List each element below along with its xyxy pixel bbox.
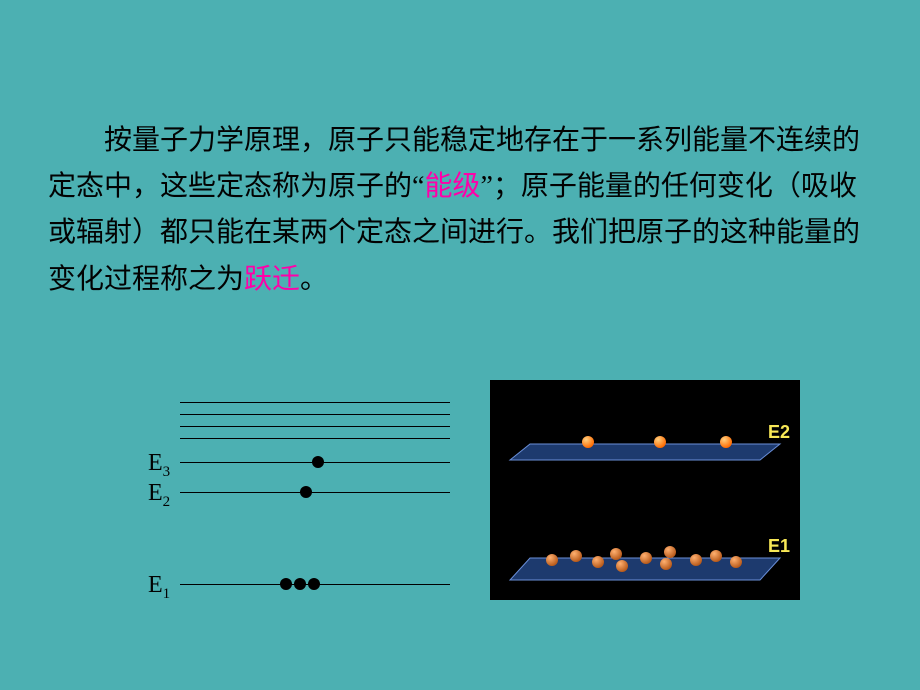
- lower-sphere: [592, 556, 604, 568]
- energy-dot: [280, 578, 292, 590]
- energy-line: [180, 492, 450, 493]
- lower-sphere: [730, 556, 742, 568]
- lower-sphere: [664, 546, 676, 558]
- energy-dot: [300, 486, 312, 498]
- energy-label-e2: E2: [148, 480, 170, 511]
- upper-label: E2: [768, 422, 790, 442]
- lower-sphere: [616, 560, 628, 572]
- lower-sphere: [570, 550, 582, 562]
- energy-label-e3: E3: [148, 450, 170, 481]
- upper-sphere: [654, 436, 666, 448]
- energy-dot: [294, 578, 306, 590]
- energy-3d-panel: E2 E1: [490, 380, 800, 600]
- lower-sphere: [690, 554, 702, 566]
- figures-row: E3 E2 E1 E2 E1: [0, 380, 920, 650]
- lower-label: E1: [768, 536, 790, 556]
- energy-line: [180, 426, 450, 427]
- lower-sphere: [546, 554, 558, 566]
- body-paragraph: 按量子力学原理，原子只能稳定地存在于一系列能量不连续的定态中，这些定态称为原子的…: [48, 118, 872, 303]
- lower-sphere: [610, 548, 622, 560]
- energy-level-diagram: E3 E2 E1: [120, 380, 450, 630]
- lower-sphere: [660, 558, 672, 570]
- lower-sphere: [710, 550, 722, 562]
- energy-label-e1: E1: [148, 572, 170, 603]
- energy-line: [180, 438, 450, 439]
- energy-line: [180, 402, 450, 403]
- lower-sphere: [640, 552, 652, 564]
- energy-dot: [308, 578, 320, 590]
- para-hl1: 能级: [424, 171, 480, 202]
- upper-sphere: [720, 436, 732, 448]
- energy-line: [180, 414, 450, 415]
- upper-sphere: [582, 436, 594, 448]
- upper-plane: [510, 444, 780, 460]
- para-seg3: 。: [300, 264, 328, 295]
- energy-dot: [312, 456, 324, 468]
- slide: 按量子力学原理，原子只能稳定地存在于一系列能量不连续的定态中，这些定态称为原子的…: [0, 0, 920, 690]
- para-hl2: 跃迁: [244, 264, 300, 295]
